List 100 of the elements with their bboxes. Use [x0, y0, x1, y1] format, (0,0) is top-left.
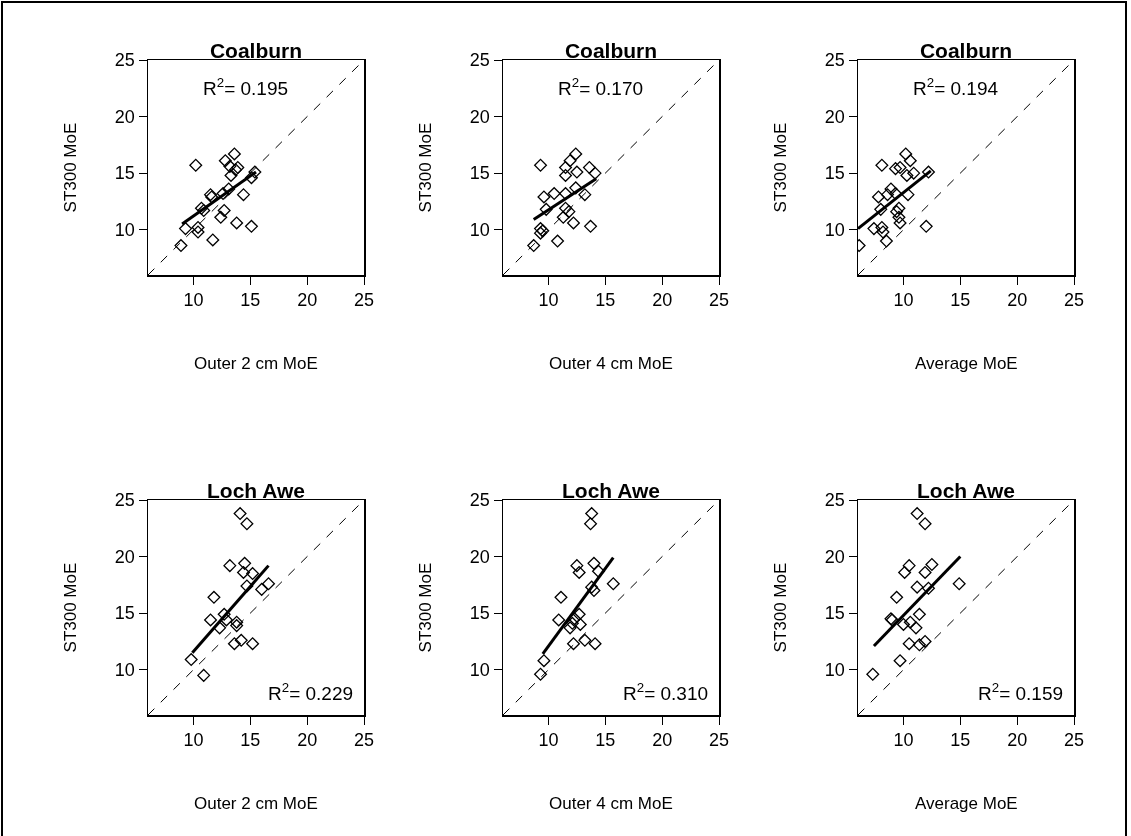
point — [246, 567, 260, 581]
y-tick-label: 10 — [114, 660, 135, 681]
point — [213, 621, 227, 635]
x-tick-label: 20 — [652, 290, 673, 311]
x-axis-title: Average MoE — [915, 794, 1018, 813]
point — [551, 234, 565, 248]
point — [584, 219, 598, 233]
point — [871, 190, 885, 204]
point — [568, 612, 582, 626]
point — [570, 165, 584, 179]
point — [902, 637, 916, 651]
point — [563, 621, 577, 635]
point — [262, 577, 276, 591]
chart-title: Coalburn — [209, 39, 303, 62]
y-tick-label: 15 — [469, 163, 490, 184]
x-tick-label: 25 — [708, 730, 730, 751]
point — [554, 590, 568, 604]
chart-title: Loch Awe — [206, 479, 306, 502]
point — [563, 154, 577, 168]
y-tick-label: 20 — [824, 106, 845, 127]
point — [890, 205, 904, 219]
point — [572, 565, 586, 579]
point — [588, 166, 602, 180]
y-tick-label: 20 — [114, 106, 135, 127]
x-tick-label: 10 — [183, 290, 204, 311]
y-tick-label: 10 — [469, 660, 490, 681]
y-axis-title: ST300 MoE — [771, 562, 791, 653]
point — [207, 590, 221, 604]
point — [179, 222, 193, 236]
point — [559, 161, 573, 174]
point — [191, 225, 205, 239]
x-tick-label: 15 — [950, 730, 971, 751]
point — [240, 517, 254, 531]
point — [921, 581, 935, 595]
point — [591, 564, 605, 578]
point — [875, 220, 889, 234]
point — [572, 607, 586, 621]
point — [222, 182, 236, 196]
point — [204, 613, 218, 627]
point — [189, 158, 203, 172]
annotation: R$^{2}$= 0.310 — [623, 680, 709, 704]
chart-title: Coalburn — [564, 39, 658, 62]
point — [918, 634, 932, 648]
point — [876, 225, 890, 239]
point — [569, 181, 583, 195]
point — [537, 190, 551, 204]
point — [866, 667, 880, 681]
point — [191, 220, 205, 234]
point — [918, 517, 932, 531]
y-tick-label: 15 — [114, 603, 135, 624]
x-tick-label: 20 — [1007, 290, 1028, 311]
point — [217, 607, 231, 621]
point — [952, 577, 966, 591]
point — [921, 165, 935, 179]
y-tick-label: 20 — [469, 546, 490, 567]
point — [901, 188, 915, 202]
y-tick-label: 20 — [824, 546, 845, 567]
point — [912, 607, 926, 621]
point — [902, 559, 916, 573]
y-tick-label: 20 — [469, 106, 490, 127]
y-tick-label: 15 — [114, 163, 135, 184]
point — [569, 147, 583, 161]
point — [606, 577, 620, 591]
point — [244, 171, 258, 185]
point — [230, 615, 244, 629]
point — [234, 633, 248, 647]
x-tick-label: 20 — [652, 730, 673, 751]
point — [534, 158, 548, 172]
point — [197, 668, 211, 682]
point — [233, 507, 247, 521]
point — [585, 507, 599, 521]
point — [216, 187, 230, 201]
x-tick-label: 15 — [595, 290, 616, 311]
point — [559, 168, 573, 182]
point — [910, 580, 924, 594]
point — [879, 234, 893, 248]
point — [224, 168, 238, 182]
point — [884, 182, 898, 196]
point — [565, 616, 579, 630]
point — [174, 239, 188, 253]
x-tick-label: 25 — [1063, 290, 1085, 311]
point — [230, 619, 244, 633]
point — [236, 188, 250, 202]
point — [240, 579, 254, 593]
point — [578, 188, 592, 202]
x-tick-label: 15 — [595, 730, 616, 751]
x-tick-label: 15 — [240, 290, 261, 311]
y-tick-label: 10 — [824, 220, 845, 241]
point — [896, 617, 910, 631]
point — [867, 222, 881, 236]
point — [238, 556, 252, 570]
x-axis-title: Outer 4 cm MoE — [549, 354, 673, 373]
point — [219, 613, 233, 627]
point — [223, 159, 237, 173]
y-tick-label: 10 — [824, 660, 845, 681]
x-tick-label: 25 — [353, 290, 375, 311]
y-tick-label: 10 — [114, 220, 135, 241]
x-tick-label: 10 — [538, 730, 559, 751]
point — [910, 507, 924, 521]
point — [547, 187, 561, 201]
